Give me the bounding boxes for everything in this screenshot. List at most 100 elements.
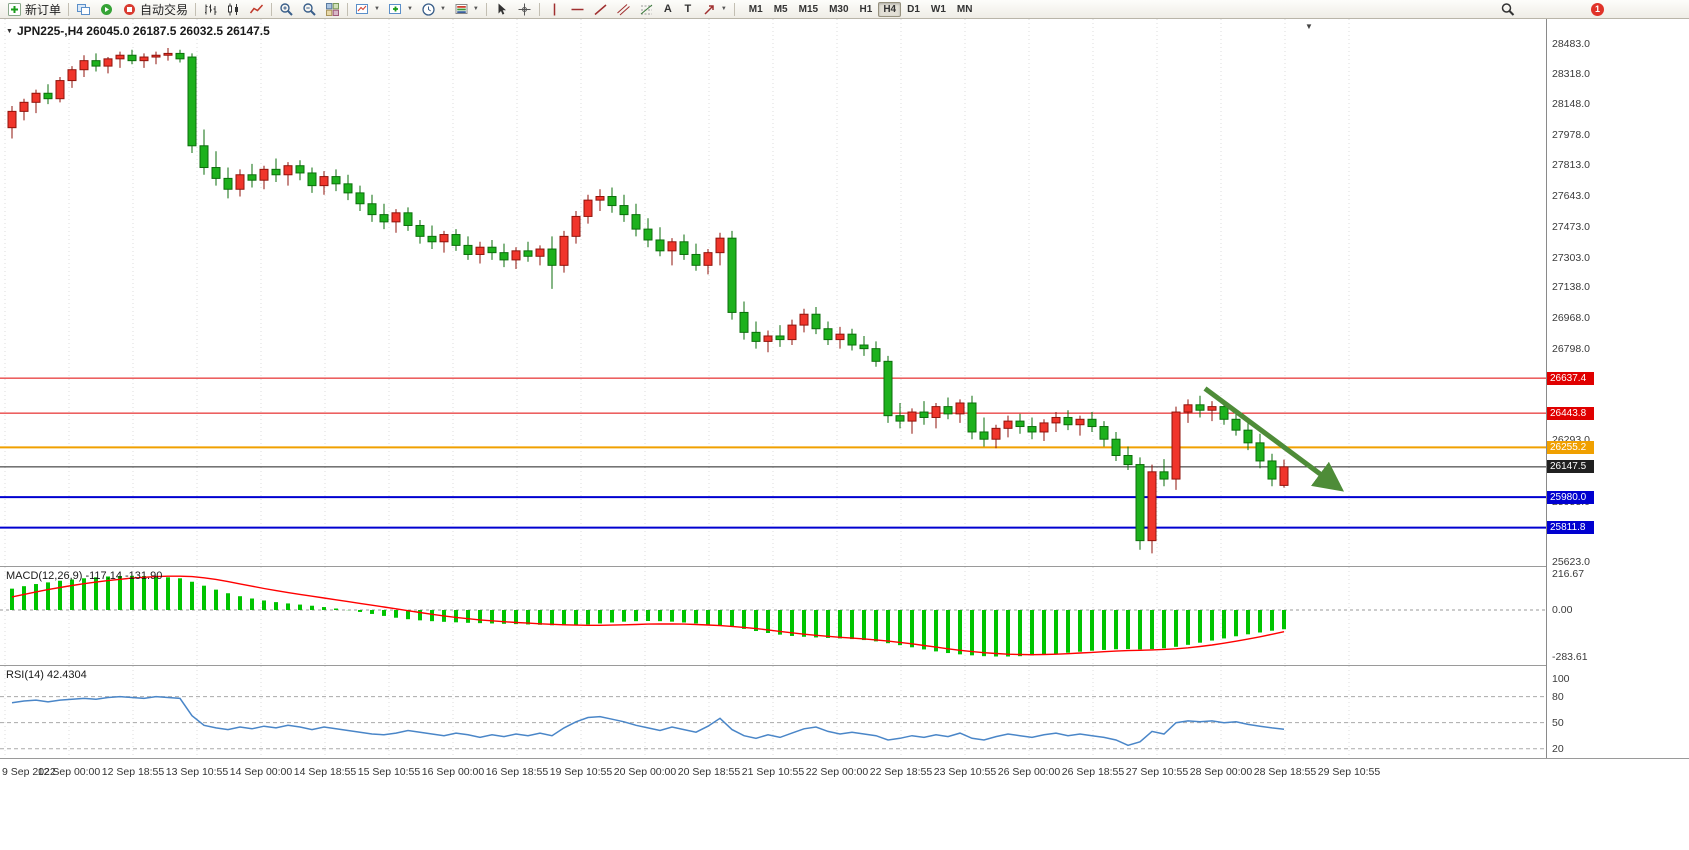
candle-body	[859, 344, 869, 350]
candle-body	[319, 176, 329, 187]
timeframe-MN[interactable]: MN	[956, 3, 973, 15]
timeframe-M30[interactable]: M30	[829, 3, 849, 15]
channel-icon	[617, 3, 630, 15]
candle-body	[1195, 404, 1205, 411]
candle-body	[355, 192, 365, 205]
bar-chart-type-button[interactable]	[199, 1, 222, 18]
candle-body	[1243, 429, 1253, 444]
candle-body	[199, 145, 209, 169]
indicators-button[interactable]: ▼	[384, 1, 417, 18]
candlestick-chart-type-button[interactable]	[222, 1, 245, 18]
arrows-tool-button[interactable]: ▼	[698, 1, 731, 18]
profiles-button[interactable]	[72, 1, 95, 18]
timeframe-H1[interactable]: H1	[859, 3, 873, 15]
candle-body	[1171, 411, 1181, 480]
time-axis-label: 26 Sep 00:00	[997, 766, 1061, 778]
periods-button[interactable]: ▼	[417, 1, 450, 18]
panel-splitter[interactable]	[0, 566, 1689, 567]
zoom-in-icon	[280, 2, 293, 16]
line-chart-type-button[interactable]	[245, 1, 268, 18]
templates-button[interactable]: ▼	[450, 1, 483, 18]
candle-body	[151, 54, 161, 58]
search-button[interactable]	[1496, 1, 1519, 18]
candle-body	[1111, 438, 1121, 457]
chevron-down-icon: ▼	[439, 6, 446, 12]
time-axis-label: 9 Sep 2022	[2, 766, 56, 778]
timeframe-M15[interactable]: M15	[798, 3, 819, 15]
fibonacci-tool-button[interactable]	[635, 1, 658, 18]
time-axis-label: 14 Sep 00:00	[229, 766, 293, 778]
price-chart-panel[interactable]: ▼ JPN225-,H4 26045.0 26187.5 26032.5 261…	[0, 19, 1546, 566]
timeframe-W1[interactable]: W1	[930, 3, 946, 15]
time-axis[interactable]: 9 Sep 2022 12 Sep 00:00 12 Sep 18:55 13 Sep…	[0, 759, 1546, 850]
candle-body	[1075, 418, 1085, 426]
text-tool-button[interactable]: A	[658, 1, 678, 18]
price-axis-label: 25623.0	[1552, 555, 1590, 568]
notification-badge[interactable]: 1	[1591, 2, 1604, 16]
crosshair-tool-button[interactable]	[513, 1, 536, 18]
timeframe-H4[interactable]: H4	[878, 1, 902, 17]
price-axis-label: 27473.0	[1552, 220, 1590, 233]
panel-splitter[interactable]	[0, 665, 1689, 666]
panel-splitter[interactable]	[0, 758, 1689, 759]
macd-chart	[0, 567, 1546, 665]
separator	[485, 2, 487, 16]
candle-body	[811, 313, 821, 330]
new-order-button[interactable]: 新订单	[3, 1, 65, 18]
charts-profile-icon	[77, 3, 91, 15]
cursor-tool-button[interactable]	[490, 1, 513, 18]
price-axis-label: 27813.0	[1552, 159, 1590, 172]
chevron-down-icon: ▼	[406, 6, 413, 12]
trendline-tool-button[interactable]	[589, 1, 612, 18]
arrow-icon	[704, 4, 714, 15]
candlestick-icon	[228, 3, 239, 15]
timeframe-D1[interactable]: D1	[907, 3, 920, 15]
price-level-badge: 25811.8	[1547, 521, 1594, 535]
candle-body	[583, 199, 593, 217]
candle-body	[223, 177, 233, 190]
candle-body	[31, 92, 41, 103]
zoom-out-button[interactable]	[298, 1, 321, 18]
templates-icon	[455, 3, 468, 14]
price-axis[interactable]: 28483.0 28318.0 28148.0 27978.0 27813.0 27643…	[1546, 19, 1689, 758]
channel-tool-button[interactable]	[612, 1, 635, 18]
horizontal-line-tool-button[interactable]	[566, 1, 589, 18]
signals-button[interactable]	[95, 1, 118, 18]
zoom-in-button[interactable]	[275, 1, 298, 18]
chart-shift-marker[interactable]: ▼	[1305, 22, 1313, 31]
candle-body	[19, 101, 29, 112]
candle-body	[427, 235, 437, 243]
chevron-down-icon: ▼	[374, 6, 380, 12]
trend-arrow-object[interactable]	[1203, 386, 1345, 492]
one-click-trading-toggle-icon[interactable]: ▼	[6, 27, 13, 35]
auto-trading-button[interactable]: 自动交易	[118, 1, 192, 18]
price-axis-label: 27138.0	[1552, 281, 1590, 294]
price-level-badge: 26147.5	[1547, 460, 1594, 474]
candle-body	[979, 431, 989, 440]
rsi-panel[interactable]: RSI(14) 42.4304	[0, 666, 1546, 758]
time-axis-label: 20 Sep 18:55	[677, 766, 741, 778]
candle-body	[451, 234, 461, 246]
candle-body	[823, 328, 833, 341]
candle-body	[595, 196, 605, 201]
timeframe-M5[interactable]: M5	[773, 3, 788, 15]
candle-body	[79, 60, 89, 71]
candle-body	[895, 415, 905, 422]
candle-body	[871, 348, 881, 362]
time-axis-label: 12 Sep 18:55	[101, 766, 165, 778]
tile-windows-button[interactable]	[321, 1, 344, 18]
text-label-tool-button[interactable]: T	[678, 1, 698, 18]
timeframe-M1[interactable]: M1	[748, 3, 763, 15]
time-axis-label: 28 Sep 00:00	[1189, 766, 1253, 778]
candle-body	[691, 253, 701, 266]
time-axis-label: 14 Sep 18:55	[293, 766, 357, 778]
new-order-label: 新订单	[25, 2, 62, 17]
macd-panel[interactable]: MACD(12,26,9) -117.14 -131.90	[0, 567, 1546, 665]
candle-body	[1255, 442, 1265, 462]
new-chart-button[interactable]: ▼	[351, 1, 384, 18]
vertical-line-tool-button[interactable]	[543, 1, 566, 18]
time-axis-label: 22 Sep 00:00	[805, 766, 869, 778]
candle-body	[247, 174, 257, 181]
time-axis-label: 22 Sep 18:55	[869, 766, 933, 778]
candle-body	[547, 248, 557, 266]
